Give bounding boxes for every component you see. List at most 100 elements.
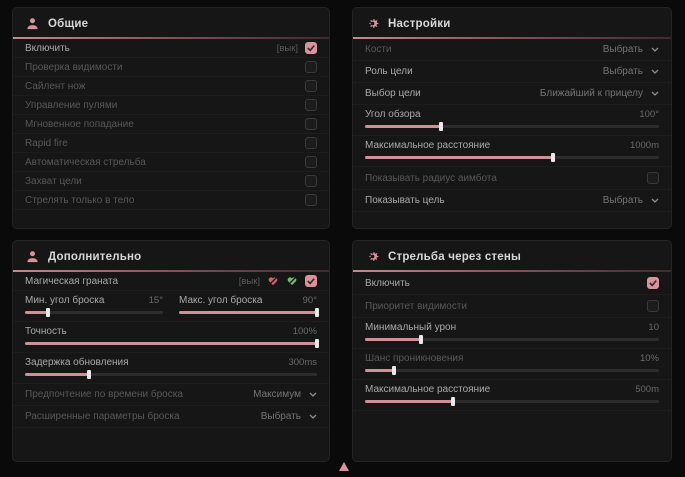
dropdown-value: Ближайший к прицелу (539, 88, 643, 99)
slider-label: Точность (25, 326, 67, 337)
row-silent-knife: Сайлент нож (13, 77, 329, 96)
row-throw-time-preference: Предпочтение по времени броска Максимум (13, 384, 329, 406)
row-label: Проверка видимости (25, 61, 123, 73)
slider-thumb[interactable] (418, 335, 423, 344)
keybind-label[interactable]: [вык] (276, 42, 298, 54)
max-distance-slider[interactable] (365, 153, 659, 162)
row-visibility-check: Проверка видимости (13, 58, 329, 77)
keybind-label[interactable]: [вык] (238, 275, 260, 287)
slider-value: 10 (648, 322, 659, 333)
dropdown-value: Выбрать (260, 411, 301, 422)
slider-label: Максимальное расстояние (365, 140, 491, 151)
broken-heart-icon[interactable] (267, 275, 279, 287)
slider-thumb[interactable] (451, 397, 456, 406)
row-label: Выбор цели (365, 88, 421, 99)
heart-icon[interactable] (286, 275, 298, 287)
checkbox[interactable] (305, 42, 317, 54)
accuracy-slider-group: Точность 100% (13, 322, 329, 353)
throw-time-dropdown[interactable]: Максимум (253, 389, 317, 400)
checkbox[interactable] (647, 300, 659, 312)
row-visibility-priority: Приоритет видимости (353, 295, 671, 318)
chevron-down-icon (309, 392, 317, 397)
chevron-down-icon (651, 91, 659, 96)
checkbox[interactable] (305, 118, 317, 130)
slider-value: 300ms (288, 357, 317, 368)
panel-wallshoot: Стрельба через стены Включить Приоритет … (352, 240, 672, 462)
accent-divider (353, 37, 671, 39)
row-auto-fire: Автоматическая стрельба (13, 153, 329, 172)
row-label: Показывать цель (365, 195, 445, 206)
slider-value: 1000m (629, 140, 659, 151)
panel-additional-header: Дополнительно (13, 241, 329, 270)
checkbox[interactable] (305, 80, 317, 92)
row-label: Кости (365, 44, 392, 55)
checkbox[interactable] (305, 99, 317, 111)
bones-dropdown[interactable]: Выбрать (603, 44, 659, 55)
slider-label: Шанс проникновения (365, 353, 464, 364)
show-target-dropdown[interactable]: Выбрать (603, 195, 659, 206)
penetration-chance-slider[interactable] (365, 366, 659, 375)
row-label: Сайлент нож (25, 80, 86, 92)
checkbox[interactable] (305, 61, 317, 73)
chevron-down-icon (651, 198, 659, 203)
max-throw-angle-slider[interactable] (179, 308, 319, 317)
row-enable: Включить (353, 272, 671, 295)
checkbox[interactable] (305, 156, 317, 168)
fov-slider[interactable] (365, 122, 659, 131)
slider-thumb[interactable] (392, 366, 397, 375)
panel-title: Общие (48, 17, 89, 30)
menu-grid: Общие Включить [вык] Проверка видимости … (12, 7, 672, 462)
accent-divider (13, 270, 329, 272)
checkbox[interactable] (647, 277, 659, 289)
target-select-dropdown[interactable]: Ближайший к прицелу (540, 88, 659, 99)
checkbox[interactable] (305, 194, 317, 206)
slider-label: Макс. угол броска (179, 295, 263, 306)
row-enable: Включить [вык] (13, 39, 329, 58)
update-delay-slider[interactable] (25, 370, 317, 379)
accent-divider (353, 270, 671, 272)
checkbox[interactable] (305, 275, 317, 287)
row-label: Мгновенное попадание (25, 118, 134, 130)
slider-label: Максимальное расстояние (365, 384, 491, 395)
panel-general-header: Общие (13, 8, 329, 37)
slider-value: 90° (302, 295, 317, 306)
checkbox[interactable] (305, 137, 317, 149)
fov-slider-group: Угол обзора 100° (353, 105, 671, 136)
checkbox[interactable] (305, 175, 317, 187)
slider-thumb[interactable] (439, 122, 444, 131)
panel-general: Общие Включить [вык] Проверка видимости … (12, 7, 330, 229)
row-label: Управление пулями (25, 99, 118, 111)
target-role-dropdown[interactable]: Выбрать (603, 66, 659, 77)
row-label: Показывать радиус аимбота (365, 172, 497, 184)
row-label: Захват цели (25, 175, 82, 187)
row-label: Магическая граната (25, 275, 119, 287)
gear-icon (365, 249, 380, 264)
row-label: Включить (25, 42, 70, 54)
slider-value: 15° (148, 295, 163, 306)
panel-additional: Дополнительно Магическая граната [вык] М… (12, 240, 330, 462)
penetration-chance-slider-group: Шанс проникновения 10% (353, 349, 671, 380)
throw-angle-sliders: Мин. угол броска 15° Макс. угол броска 9… (13, 291, 329, 322)
min-throw-angle-slider[interactable] (25, 308, 163, 317)
min-throw-angle-group: Мин. угол броска 15° (13, 291, 163, 321)
row-bullet-control: Управление пулями (13, 96, 329, 115)
slider-thumb[interactable] (551, 153, 556, 162)
cursor-icon (339, 462, 349, 471)
max-distance-slider[interactable] (365, 397, 659, 406)
slider-label: Угол обзора (365, 109, 421, 120)
dropdown-value: Выбрать (602, 66, 643, 77)
chevron-down-icon (651, 69, 659, 74)
slider-thumb[interactable] (87, 370, 92, 379)
slider-thumb[interactable] (315, 339, 319, 348)
slider-thumb[interactable] (46, 308, 51, 317)
row-body-only: Стрелять только в тело (13, 191, 329, 210)
min-damage-slider-group: Минимальный урон 10 (353, 318, 671, 349)
row-label: Rapid fire (25, 137, 68, 149)
slider-thumb[interactable] (315, 308, 319, 317)
update-delay-slider-group: Задержка обновления 300ms (13, 353, 329, 384)
accuracy-slider[interactable] (25, 339, 319, 348)
row-target-role: Роль цели Выбрать (353, 61, 671, 83)
advanced-throw-dropdown[interactable]: Выбрать (261, 411, 317, 422)
checkbox[interactable] (647, 172, 659, 184)
min-damage-slider[interactable] (365, 335, 659, 344)
